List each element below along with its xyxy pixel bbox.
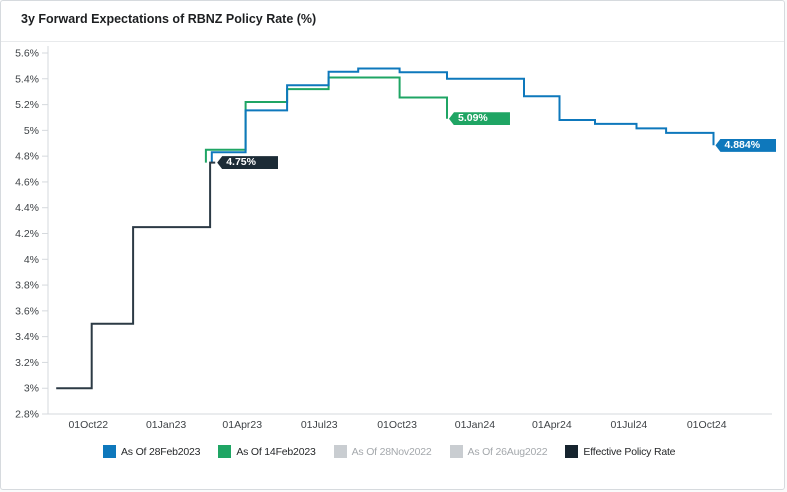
x-tick-label: 01Apr24 xyxy=(532,419,572,431)
y-tick-label: 4.4% xyxy=(15,202,39,214)
axis-lines xyxy=(47,46,772,415)
y-tick-label: 5.2% xyxy=(15,99,39,111)
x-tick-label: 01Oct22 xyxy=(68,419,108,431)
legend-swatch xyxy=(218,445,232,458)
chart-title: 3y Forward Expectations of RBNZ Policy R… xyxy=(21,12,317,26)
y-tick-label: 4.2% xyxy=(15,228,39,240)
legend-swatch xyxy=(103,445,116,458)
series-end-label: 5.09% xyxy=(448,112,510,126)
title-divider xyxy=(1,41,784,42)
y-tick-label: 5.6% xyxy=(15,48,39,60)
legend-item-as-of-26aug2022[interactable]: As Of 26Aug2022 xyxy=(449,445,548,458)
legend-label: As Of 28Nov2022 xyxy=(351,445,432,458)
legend-swatch xyxy=(333,445,347,458)
series-end-label: 4.75% xyxy=(217,156,279,170)
y-tick-label: 4.8% xyxy=(15,151,39,163)
legend-label: Effective Policy Rate xyxy=(583,445,676,458)
y-tick-label: 5% xyxy=(24,125,39,137)
series-line-effective-policy-rate xyxy=(56,161,216,390)
legend-label: As Of 26Aug2022 xyxy=(467,445,548,458)
y-tick-label: 5.4% xyxy=(15,73,39,85)
y-tick-label: 3.6% xyxy=(15,305,39,317)
legend: As Of 28Feb2023 As Of 14Feb2023 As Of 28No… xyxy=(103,445,676,458)
x-tick-label: 01Jan24 xyxy=(455,419,495,431)
legend-label: As Of 28Feb2023 xyxy=(121,445,201,458)
series-line-as-of-14feb2023 xyxy=(204,76,448,163)
x-tick-label: 01Apr23 xyxy=(222,419,262,431)
x-tick-label: 01Jul23 xyxy=(301,419,338,431)
legend-label: As Of 14Feb2023 xyxy=(236,445,316,458)
y-tick-label: 3% xyxy=(24,383,39,395)
x-tick-label: 01Oct23 xyxy=(377,419,417,431)
y-tick-label: 3.8% xyxy=(15,280,39,292)
legend-item-effective-policy-rate[interactable]: Effective Policy Rate xyxy=(565,445,676,458)
legend-swatch xyxy=(565,445,579,458)
x-tick-label: 01Jan23 xyxy=(146,419,186,431)
series-end-label: 4.884% xyxy=(715,138,777,152)
y-tick-label: 3.4% xyxy=(15,331,39,343)
y-tick-label: 3.2% xyxy=(15,357,39,369)
x-tick-label: 01Jul24 xyxy=(610,419,647,431)
y-tick-label: 4.6% xyxy=(15,176,39,188)
x-tick-label: 01Oct24 xyxy=(687,419,727,431)
legend-item-as-of-28nov2022[interactable]: As Of 28Nov2022 xyxy=(333,445,432,458)
legend-item-as-of-14feb2023[interactable]: As Of 14Feb2023 xyxy=(218,445,316,458)
y-tick-label: 4% xyxy=(24,254,39,266)
legend-item-as-of-28feb2023[interactable]: As Of 28Feb2023 xyxy=(103,445,201,458)
series-line-as-of-28feb2023 xyxy=(210,67,715,163)
y-tick-label: 2.8% xyxy=(15,409,39,421)
legend-swatch xyxy=(449,445,463,458)
